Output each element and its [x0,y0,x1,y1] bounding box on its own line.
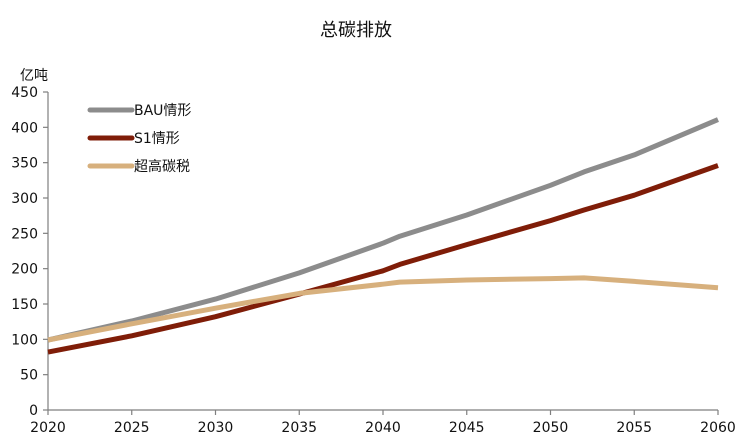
series-line-1 [47,117,719,343]
y-tick-label: 300 [11,191,38,207]
series-line-2 [47,163,719,355]
y-tick-label: 0 [29,403,38,419]
legend-label-1: BAU情形 [134,103,191,119]
axes: 0 50 100 150 200 250 300 350 400 450 2020 2025 2030 2… [11,85,736,436]
x-tick-label: 2060 [700,420,736,436]
y-tick-label: 100 [11,332,38,348]
x-tick-label: 2035 [281,420,317,436]
y-tick-label: 200 [11,262,38,278]
series-line-3 [47,275,719,343]
legend-label-2: S1情形 [134,131,180,147]
x-tick-label: 2025 [114,420,150,436]
y-tick-label: 450 [11,85,38,101]
y-axis-unit-label: 亿吨 [20,68,48,84]
y-tick-label: 250 [11,226,38,242]
chart-title: 总碳排放 [320,20,392,41]
x-tick-label: 2040 [365,420,401,436]
x-tick-label: 2055 [616,420,652,436]
y-tick-label: 400 [11,120,38,136]
x-tick-label: 2030 [198,420,234,436]
y-tick-label: 50 [20,368,38,384]
y-tick-label: 350 [11,156,38,172]
x-tick-label: 2045 [449,420,485,436]
y-tick-label: 150 [11,297,38,313]
legend-label-3: 超高碳税 [134,158,190,175]
x-tick-label: 2050 [533,420,569,436]
series-lines [47,117,719,355]
x-tick-label: 2020 [30,420,66,436]
